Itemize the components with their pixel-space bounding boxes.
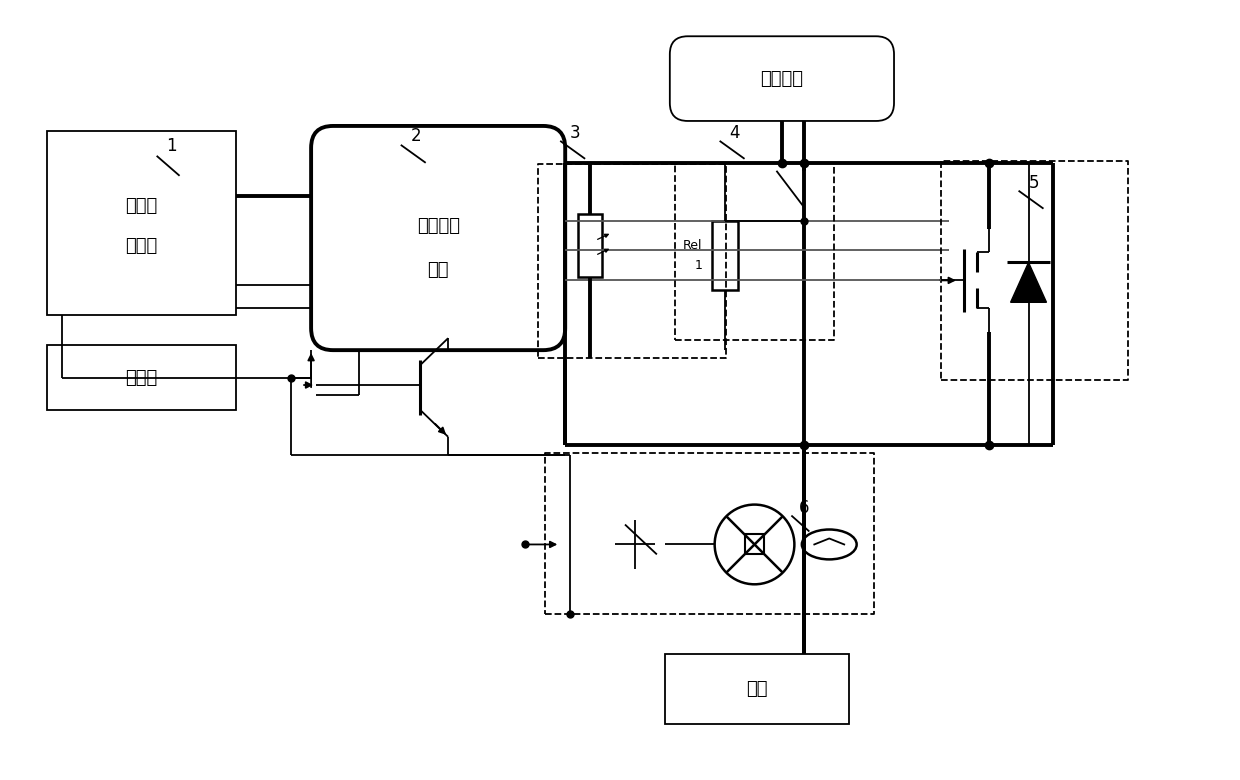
Text: 3: 3 — [570, 124, 580, 142]
Text: 2: 2 — [410, 127, 422, 145]
Text: 制单元: 制单元 — [125, 236, 157, 254]
Bar — [578, 214, 603, 278]
Bar — [47, 346, 237, 410]
Text: 4: 4 — [729, 124, 740, 142]
FancyBboxPatch shape — [670, 36, 894, 121]
Bar — [665, 654, 849, 724]
Text: 电子控: 电子控 — [125, 197, 157, 215]
FancyBboxPatch shape — [311, 126, 565, 350]
Polygon shape — [1011, 262, 1047, 303]
Text: 电机: 电机 — [746, 680, 768, 698]
Bar — [712, 221, 738, 290]
Bar — [47, 131, 237, 315]
Text: 1: 1 — [166, 136, 177, 155]
Text: Rel: Rel — [683, 239, 703, 252]
Text: 5: 5 — [1028, 174, 1039, 192]
Text: 6: 6 — [799, 498, 810, 516]
Text: 动力电池: 动力电池 — [760, 70, 804, 88]
Text: 时序控制: 时序控制 — [417, 217, 460, 235]
Bar — [744, 534, 765, 555]
Text: 电路: 电路 — [428, 261, 449, 279]
Text: 1: 1 — [694, 259, 703, 272]
Text: 蓄电池: 蓄电池 — [125, 369, 157, 387]
